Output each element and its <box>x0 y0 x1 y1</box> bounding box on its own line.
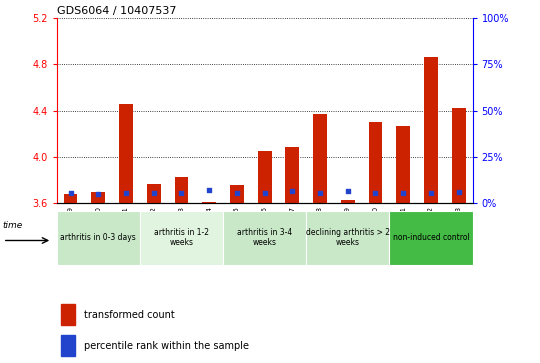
Text: declining arthritis > 2
weeks: declining arthritis > 2 weeks <box>306 228 390 248</box>
Point <box>150 191 158 196</box>
Bar <box>147 184 161 203</box>
Bar <box>119 104 133 203</box>
Bar <box>91 192 105 203</box>
Bar <box>313 114 327 203</box>
Bar <box>61 304 76 325</box>
Point <box>427 191 435 196</box>
Point <box>454 189 463 195</box>
Bar <box>368 122 382 203</box>
Point <box>260 191 269 196</box>
Bar <box>230 185 244 203</box>
Point <box>233 191 241 196</box>
Bar <box>451 109 465 203</box>
Point <box>288 188 296 194</box>
Point <box>343 188 352 193</box>
Text: GDS6064 / 10407537: GDS6064 / 10407537 <box>57 6 176 16</box>
Bar <box>341 200 355 203</box>
Point <box>316 191 325 196</box>
Text: transformed count: transformed count <box>84 310 174 320</box>
Bar <box>223 211 306 265</box>
Bar <box>174 177 188 203</box>
Point <box>399 191 408 196</box>
Point <box>371 191 380 196</box>
Bar <box>424 57 438 203</box>
Bar <box>258 151 272 203</box>
Point <box>205 187 213 192</box>
Text: arthritis in 3-4
weeks: arthritis in 3-4 weeks <box>237 228 292 248</box>
Text: percentile rank within the sample: percentile rank within the sample <box>84 341 249 351</box>
Bar <box>285 147 299 203</box>
Bar <box>61 335 76 356</box>
Text: arthritis in 0-3 days: arthritis in 0-3 days <box>60 233 136 242</box>
Point <box>177 191 186 196</box>
Text: arthritis in 1-2
weeks: arthritis in 1-2 weeks <box>154 228 209 248</box>
Bar <box>396 126 410 203</box>
Bar <box>57 211 140 265</box>
Bar <box>306 211 389 265</box>
Point <box>122 191 130 196</box>
Point <box>66 191 75 196</box>
Point <box>94 191 103 197</box>
Text: time: time <box>3 221 23 230</box>
Bar <box>140 211 223 265</box>
Bar <box>202 202 216 203</box>
Text: non-induced control: non-induced control <box>393 233 469 242</box>
Bar <box>64 194 78 203</box>
Bar <box>389 211 472 265</box>
